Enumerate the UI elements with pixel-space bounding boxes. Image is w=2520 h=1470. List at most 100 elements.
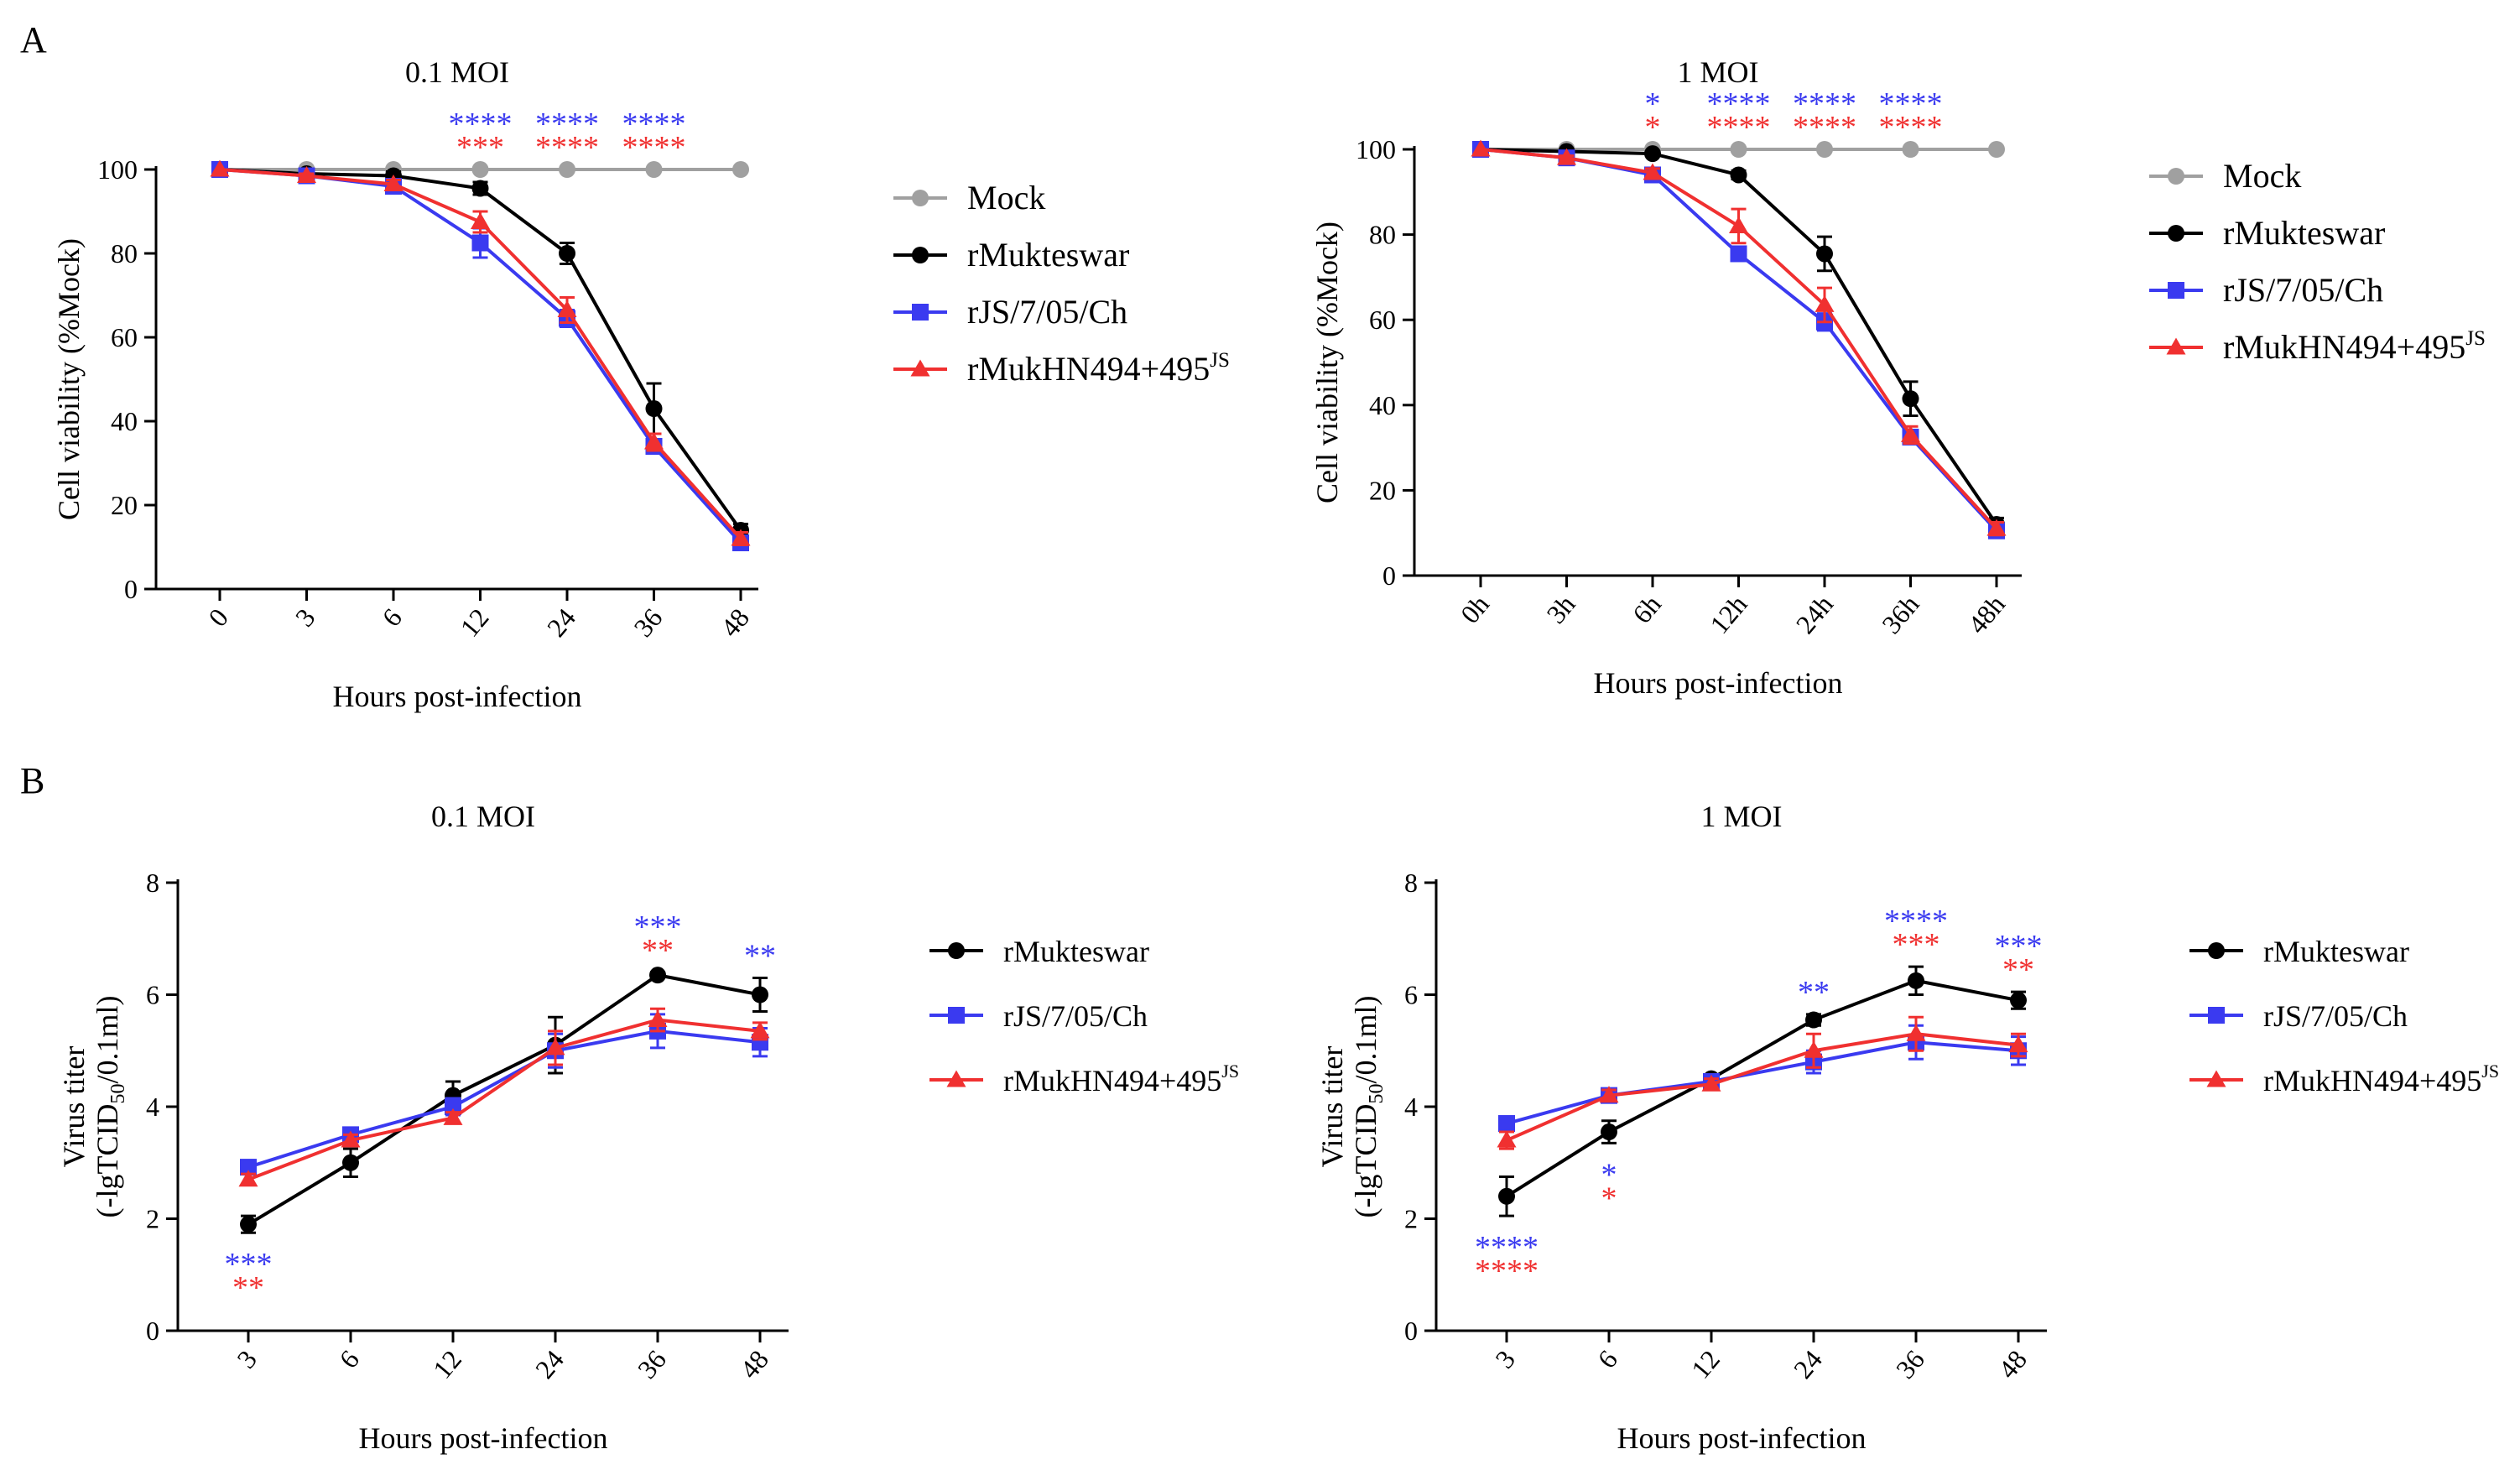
data-point — [443, 1108, 463, 1125]
data-point — [471, 212, 490, 229]
x-tick-label: 6 — [376, 602, 408, 632]
data-point — [1498, 1187, 1515, 1205]
x-axis-label: Hours post-infection — [359, 1421, 608, 1455]
legend-label: rJS/7/05/Ch — [967, 293, 1127, 331]
data-point — [342, 1154, 359, 1171]
panel-label-b: B — [20, 760, 44, 801]
x-tick-label: 36h — [1876, 589, 1924, 639]
data-point — [1804, 1040, 1824, 1058]
x-tick-label: 3 — [1489, 1344, 1521, 1374]
significance-red: * — [1601, 1181, 1617, 1216]
data-point — [1902, 390, 1919, 408]
significance-red: *** — [456, 130, 504, 165]
y-tick-label: 0 — [1382, 560, 1396, 591]
significance-blue: *** — [1995, 929, 2043, 964]
series-line — [247, 973, 761, 1226]
data-point — [1643, 163, 1663, 180]
data-point — [1601, 1123, 1617, 1141]
legend-label: Mock — [2223, 157, 2301, 195]
legend-marker — [948, 1007, 965, 1024]
data-point — [750, 1021, 770, 1039]
data-point — [1557, 148, 1576, 165]
data-point — [1497, 1130, 1517, 1148]
series-rmukhn — [1497, 1015, 2028, 1150]
significance-red: **** — [535, 130, 599, 165]
significance-blue: * — [1601, 1157, 1617, 1192]
data-point — [240, 1159, 257, 1176]
significance-blue: * — [1645, 86, 1661, 122]
series-rmukteswar — [1472, 141, 2005, 534]
significance-blue: *** — [634, 910, 682, 945]
legend-label: rMukHN494+495JS — [2223, 327, 2486, 366]
data-point — [297, 166, 316, 183]
x-tick-label: 3h — [1540, 589, 1580, 629]
x-tick-label: 3 — [231, 1344, 263, 1374]
significance-red: **** — [1793, 110, 1856, 145]
data-point — [471, 161, 489, 178]
y-tick-label: 20 — [111, 490, 138, 520]
chart-title: 0.1 MOI — [405, 55, 509, 89]
data-point — [559, 245, 575, 262]
legend-label: rMukteswar — [2263, 935, 2409, 968]
legend-marker — [912, 190, 929, 206]
data-point — [731, 529, 751, 546]
significance-blue: *** — [225, 1247, 273, 1282]
chart-title: 0.1 MOI — [431, 800, 535, 833]
legend-label: rMukHN494+495JS — [2263, 1061, 2499, 1097]
x-tick-label: 36 — [1890, 1344, 1930, 1384]
x-tick-label: 36 — [632, 1344, 672, 1384]
y-axis-label: Virus titer — [1315, 1046, 1349, 1168]
data-point — [341, 1130, 361, 1148]
legend-marker — [946, 1070, 966, 1087]
data-point — [648, 1010, 668, 1028]
data-point — [732, 161, 749, 178]
x-tick-label: 48 — [715, 602, 755, 643]
y-tick-label: 8 — [1404, 868, 1418, 898]
x-tick-label: 48 — [1992, 1344, 2033, 1384]
series-rmukhn — [1471, 139, 2007, 537]
data-point — [1908, 972, 1924, 989]
y-tick-label: 2 — [146, 1204, 159, 1234]
data-point — [1730, 166, 1747, 184]
legend-label: rMukHN494+495JS — [967, 349, 1230, 388]
series-rjs — [1498, 1024, 2027, 1133]
significance-red: **** — [1475, 1254, 1539, 1289]
x-tick-label: 48 — [734, 1344, 774, 1384]
data-point — [1815, 295, 1835, 312]
significance-red: ** — [232, 1270, 264, 1306]
x-tick-label: 48h — [1962, 589, 2011, 639]
legend: Mock rMukteswar rJS/7/05/Ch rMukHN494+495JS — [893, 179, 1230, 388]
legend-label: rJS/7/05/Ch — [2263, 999, 2408, 1033]
data-point — [557, 300, 577, 317]
data-point — [471, 234, 489, 252]
y-tick-label: 0 — [1404, 1316, 1418, 1346]
data-point — [1988, 141, 2005, 158]
data-point — [644, 432, 664, 450]
series-rmukteswar — [1498, 965, 2027, 1217]
legend-label: rMukHN494+495JS — [1003, 1061, 1239, 1097]
legend-marker — [2208, 942, 2225, 959]
data-point — [1816, 245, 1833, 263]
data-point — [1901, 425, 1920, 442]
significance-red: * — [1645, 110, 1661, 145]
data-point — [1805, 1011, 1822, 1029]
significance-blue: **** — [1879, 86, 1943, 122]
x-tick-label: 12 — [427, 1344, 467, 1384]
y-axis-label-units: (-lgTCID50/0.1ml) — [91, 996, 129, 1218]
x-tick-label: 6h — [1627, 589, 1667, 629]
y-tick-label: 2 — [1404, 1204, 1418, 1234]
legend: rMukteswar rJS/7/05/Ch rMukHN494+495JS — [929, 935, 1239, 1097]
y-axis-label: Cell viability (%Mock) — [1310, 222, 1344, 503]
legend-marker — [2206, 1070, 2226, 1087]
x-tick-label: 24 — [529, 1344, 570, 1384]
data-point — [471, 180, 489, 197]
y-tick-label: 100 — [97, 154, 138, 185]
data-point — [1816, 141, 1833, 158]
significance-blue: **** — [1707, 86, 1771, 122]
data-point — [645, 161, 663, 178]
legend-marker — [2168, 168, 2184, 185]
x-tick-label: 6 — [333, 1344, 365, 1374]
y-tick-label: 60 — [111, 322, 138, 352]
y-tick-label: 6 — [1404, 980, 1418, 1010]
